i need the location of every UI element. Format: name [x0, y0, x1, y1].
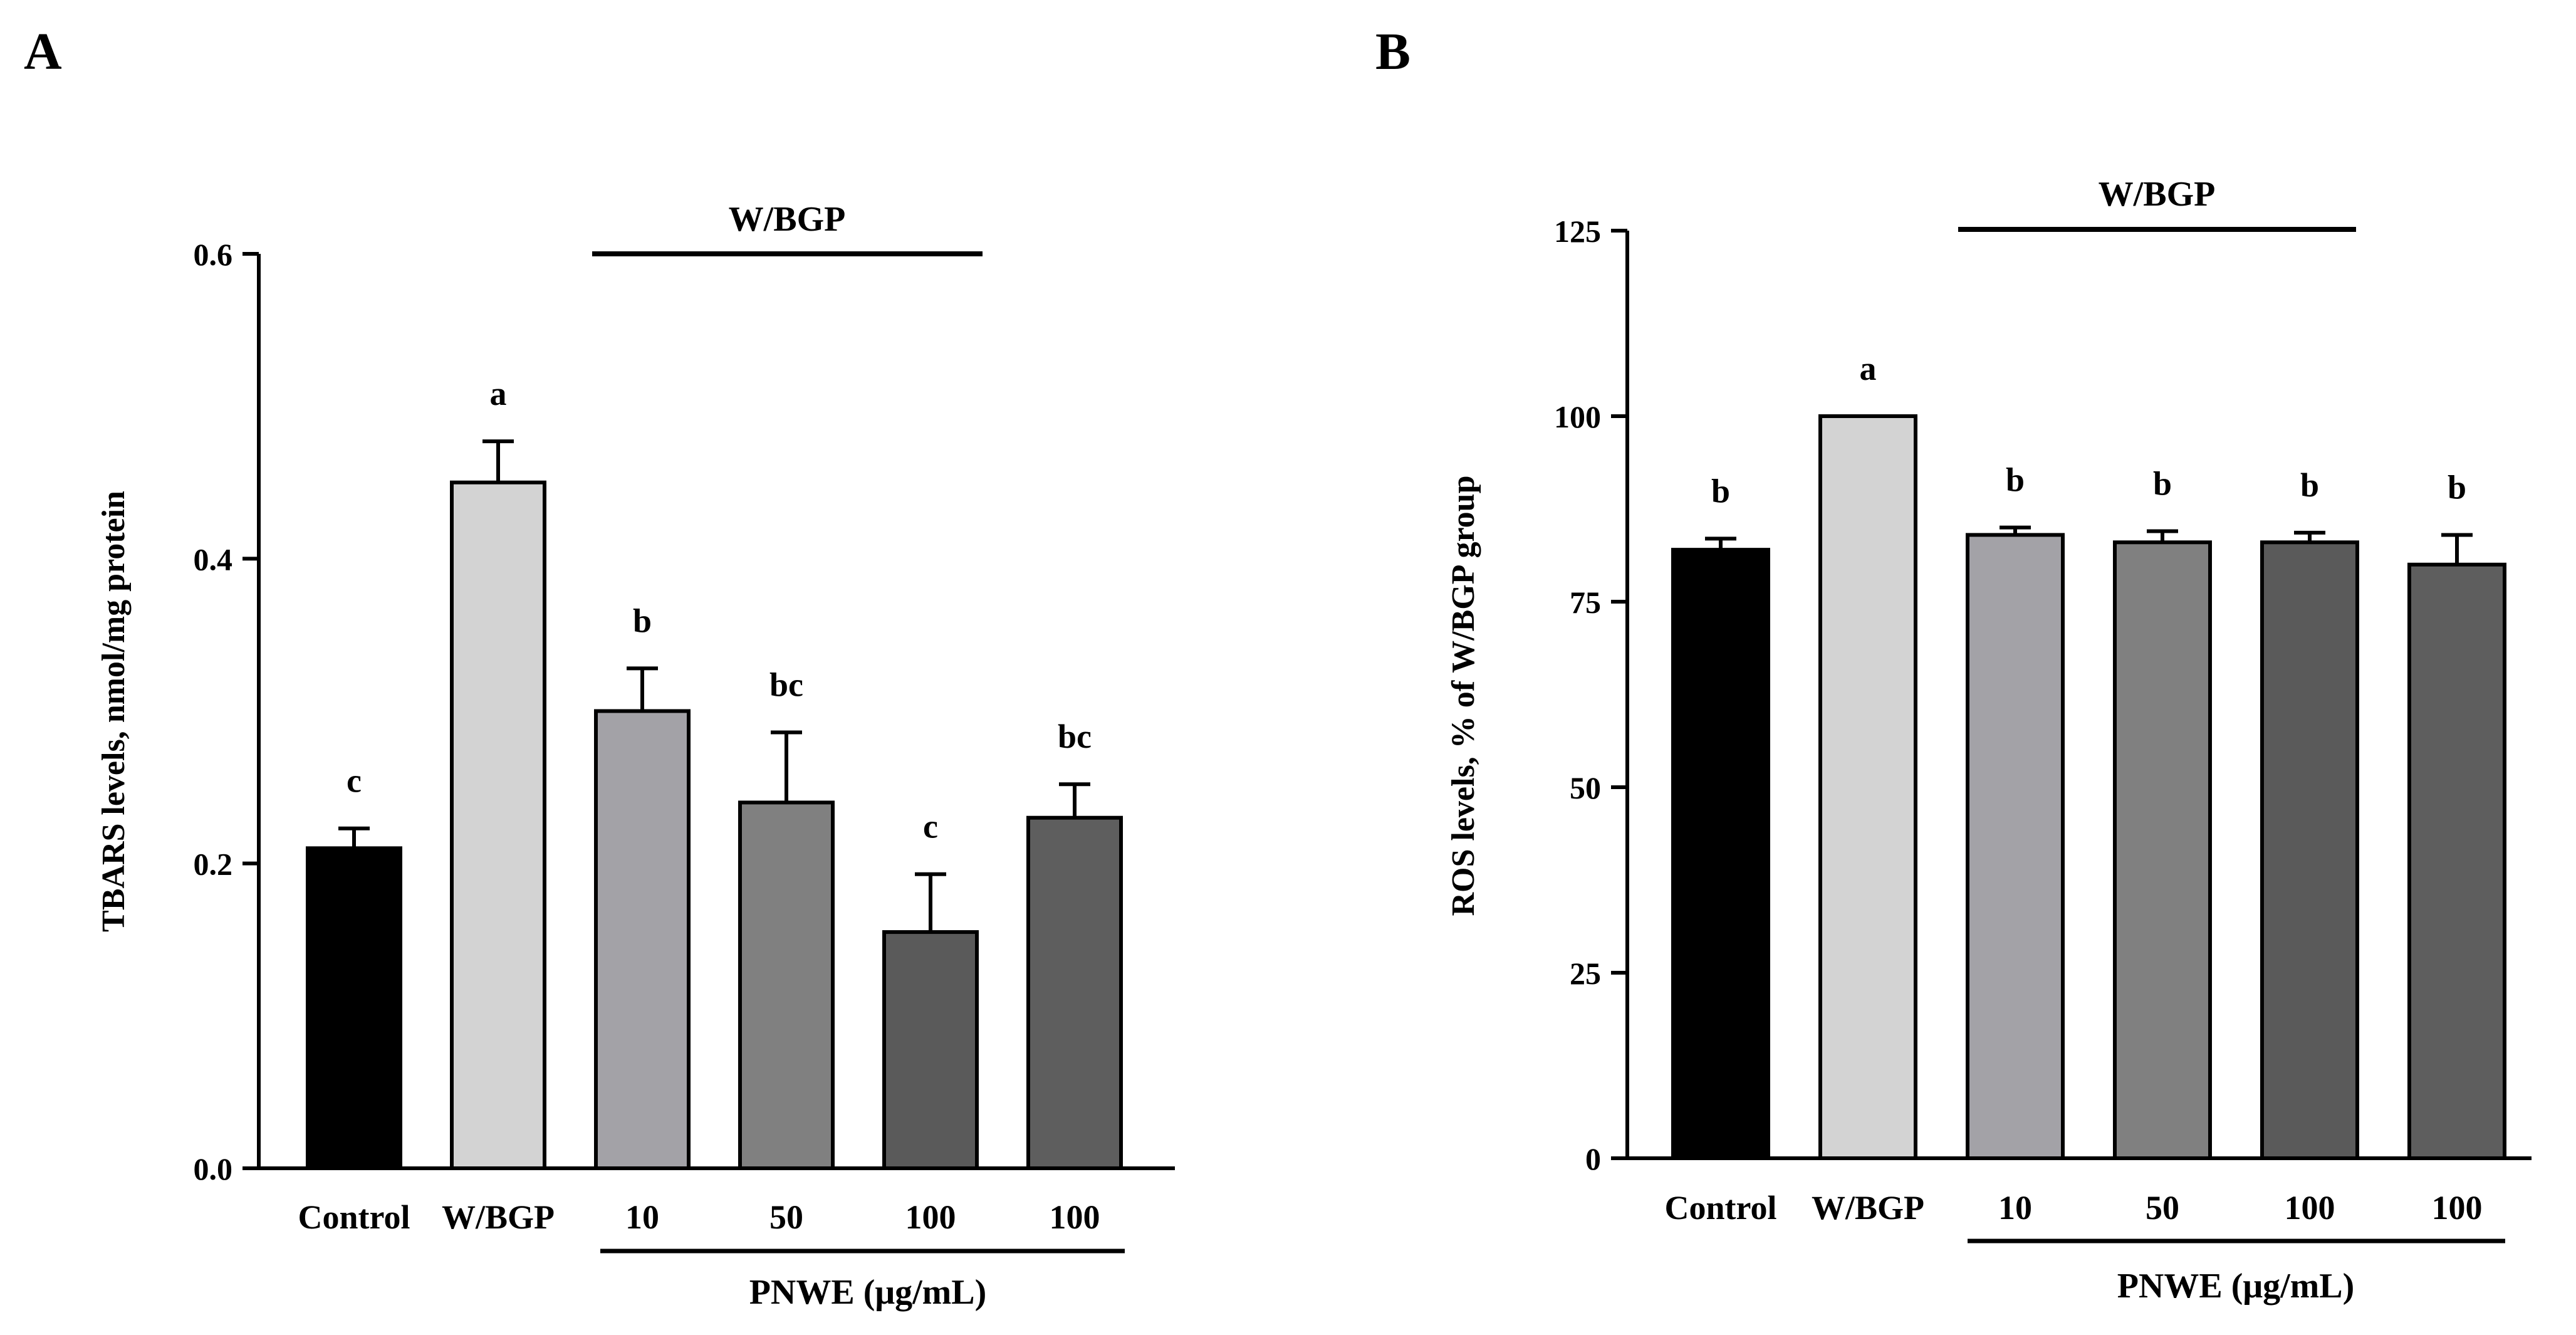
panel-b-letter: B — [1375, 23, 1411, 81]
panel-b-bar — [2407, 562, 2506, 1160]
panel-b-bar — [1671, 548, 1770, 1160]
panel-b-significance-letter: b — [2006, 461, 2025, 499]
panel-a-significance-letter: c — [923, 808, 938, 846]
panel-a-bar — [450, 480, 546, 1170]
panel-b-y-tick-label: 125 — [1554, 214, 1601, 249]
panel-b-significance-letter: b — [2153, 465, 2172, 503]
panel-b-bar — [1966, 533, 2065, 1160]
panel-a-bar — [594, 709, 691, 1170]
panel-b-category-label: 100 — [2285, 1189, 2335, 1227]
panel-b-category-label: Control — [1664, 1189, 1776, 1227]
panel-b: B 0 25 50 75 100 125 b Control a W/BGP b 10 b 50 b 100… — [1375, 23, 2532, 1306]
panel-b-bar — [2260, 540, 2359, 1160]
panel-b-bar — [2113, 540, 2212, 1160]
panel-b-category-label: 100 — [2432, 1189, 2483, 1227]
panel-b-category-label: W/BGP — [1812, 1189, 1924, 1227]
panel-a-bar — [738, 800, 835, 1170]
panel-b-significance-letter: b — [1711, 472, 1730, 510]
panel-a: A 0.0 0.2 0.4 0.6 c Control a W/BGP b 10 bc 50 c 100… — [24, 23, 1175, 1312]
panel-a-category-label: Control — [298, 1198, 410, 1236]
panel-a-category-label: 50 — [769, 1198, 803, 1236]
panel-b-y-tick-label: 100 — [1554, 399, 1601, 434]
panel-a-y-axis-title: TBARS levels, nmol/mg protein — [96, 491, 132, 932]
panel-a-category-label: 100 — [905, 1198, 956, 1236]
panel-a-bar — [1026, 815, 1123, 1170]
panel-a-category-label: W/BGP — [442, 1198, 555, 1236]
panel-a-y-tick-label: 0.4 — [194, 542, 233, 577]
panel-b-bar — [1818, 414, 1917, 1160]
panel-a-x-axis-title: PNWE (μg/mL) — [749, 1273, 987, 1312]
panel-b-y-tick-label: 75 — [1570, 585, 1601, 620]
panel-b-significance-letter: b — [2448, 468, 2466, 506]
panel-a-bar — [882, 930, 979, 1170]
panel-b-y-tick-label: 50 — [1570, 770, 1601, 805]
panel-a-letter: A — [24, 23, 62, 81]
panel-a-y-tick-label: 0.0 — [194, 1151, 233, 1186]
panel-b-category-label: 50 — [2146, 1189, 2179, 1227]
panel-b-treatment-label: W/BGP — [2099, 175, 2216, 214]
panel-a-treatment-label: W/BGP — [729, 200, 846, 239]
panel-a-significance-letter: bc — [769, 666, 803, 704]
panel-a-significance-letter: c — [347, 762, 362, 800]
panel-a-y-tick-label: 0.2 — [194, 847, 233, 882]
panel-b-category-label: 10 — [1998, 1189, 2032, 1227]
panel-a-bar — [306, 846, 402, 1170]
panel-a-significance-letter: bc — [1058, 718, 1092, 755]
panel-b-x-axis-title: PNWE (μg/mL) — [2117, 1267, 2355, 1306]
panel-b-y-tick-label: 25 — [1570, 956, 1601, 991]
panel-a-category-label: 100 — [1050, 1198, 1100, 1236]
panel-b-y-axis-title: ROS levels, % of W/BGP group — [1446, 475, 1481, 916]
panel-b-y-tick-label: 0 — [1585, 1141, 1601, 1176]
panel-a-y-tick-label: 0.6 — [194, 237, 233, 272]
panel-b-significance-letter: b — [2300, 466, 2319, 504]
panel-a-significance-letter: a — [490, 375, 507, 412]
panel-b-significance-letter: a — [1860, 350, 1877, 387]
panel-a-significance-letter: b — [633, 602, 652, 639]
panel-a-category-label: 10 — [625, 1198, 659, 1236]
